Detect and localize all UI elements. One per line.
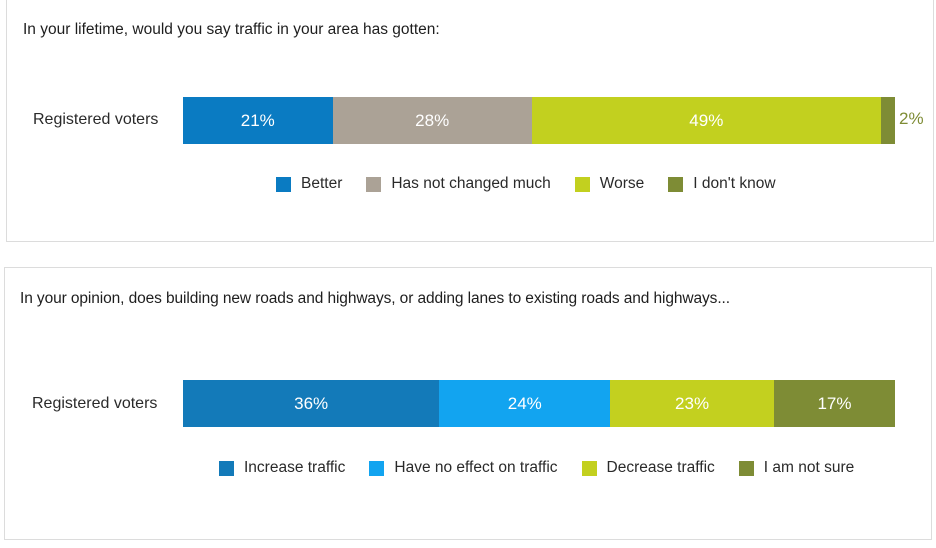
legend-item: Has not changed much bbox=[366, 175, 551, 193]
legend-label: I am not sure bbox=[763, 459, 855, 476]
legend-swatch-icon bbox=[366, 176, 382, 192]
chart-title: In your lifetime, would you say traffic … bbox=[23, 21, 440, 38]
legend-item: Better bbox=[276, 175, 342, 193]
data-label: 17% bbox=[817, 393, 852, 413]
bar-segment-i-am-not-sure: 17% bbox=[773, 380, 895, 427]
legend-item: I don't know bbox=[668, 175, 776, 193]
legend: Better Has not changed much Worse I don't k… bbox=[276, 175, 776, 193]
data-label: 23% bbox=[675, 393, 710, 413]
chart-title: In your opinion, does building new roads… bbox=[20, 290, 730, 307]
legend-swatch-icon bbox=[668, 176, 684, 192]
legend-label: Worse bbox=[599, 175, 645, 192]
category-label: Registered voters bbox=[33, 111, 159, 128]
category-label: Registered voters bbox=[32, 395, 158, 412]
legend-swatch-icon bbox=[219, 460, 234, 476]
legend-item: Have no effect on traffic bbox=[369, 459, 558, 477]
stacked-bar: 21% 28% 49% 2% bbox=[183, 97, 924, 144]
chart-panel-traffic-change: In your lifetime, would you say traffic … bbox=[6, 0, 934, 242]
legend-swatch-icon bbox=[738, 460, 754, 476]
data-label: 2% bbox=[898, 109, 924, 128]
bar-segment-increase-traffic: 36% bbox=[183, 380, 440, 427]
legend-item: Increase traffic bbox=[219, 459, 345, 477]
chart-panel-roads-opinion: In your opinion, does building new roads… bbox=[4, 267, 932, 540]
legend-label: Better bbox=[301, 175, 343, 192]
legend-label: Have no effect on traffic bbox=[394, 459, 558, 476]
legend-label: Decrease traffic bbox=[606, 459, 715, 476]
data-label: 28% bbox=[415, 110, 450, 130]
data-label: 49% bbox=[689, 110, 724, 130]
legend-swatch-icon bbox=[581, 460, 597, 476]
legend-label: I don't know bbox=[693, 175, 776, 192]
bar-segment-better: 21% bbox=[183, 97, 333, 144]
data-label: 21% bbox=[240, 110, 275, 130]
data-label: 36% bbox=[294, 393, 329, 413]
legend-item: I am not sure bbox=[738, 459, 855, 477]
bar-segment-i-don-t-know: 2% bbox=[880, 97, 924, 144]
bar-segment-worse: 49% bbox=[531, 97, 881, 144]
legend-swatch-icon bbox=[369, 460, 385, 476]
bar-segment-decrease-traffic: 23% bbox=[610, 380, 774, 427]
bar-segment-have-no-effect-on-traffic: 24% bbox=[439, 380, 611, 427]
data-label: 24% bbox=[507, 393, 542, 413]
legend-item: Worse bbox=[574, 175, 645, 193]
legend: Increase traffic Have no effect on traffi… bbox=[219, 459, 854, 477]
bar-segment-has-not-changed-much: 28% bbox=[332, 97, 532, 144]
legend-swatch-icon bbox=[574, 176, 590, 192]
legend-item: Decrease traffic bbox=[581, 459, 715, 477]
legend-label: Has not changed much bbox=[391, 175, 551, 192]
legend-swatch-icon bbox=[276, 176, 291, 192]
stacked-bar: 36% 24% 23% 17% bbox=[183, 380, 895, 427]
legend-label: Increase traffic bbox=[244, 459, 346, 476]
